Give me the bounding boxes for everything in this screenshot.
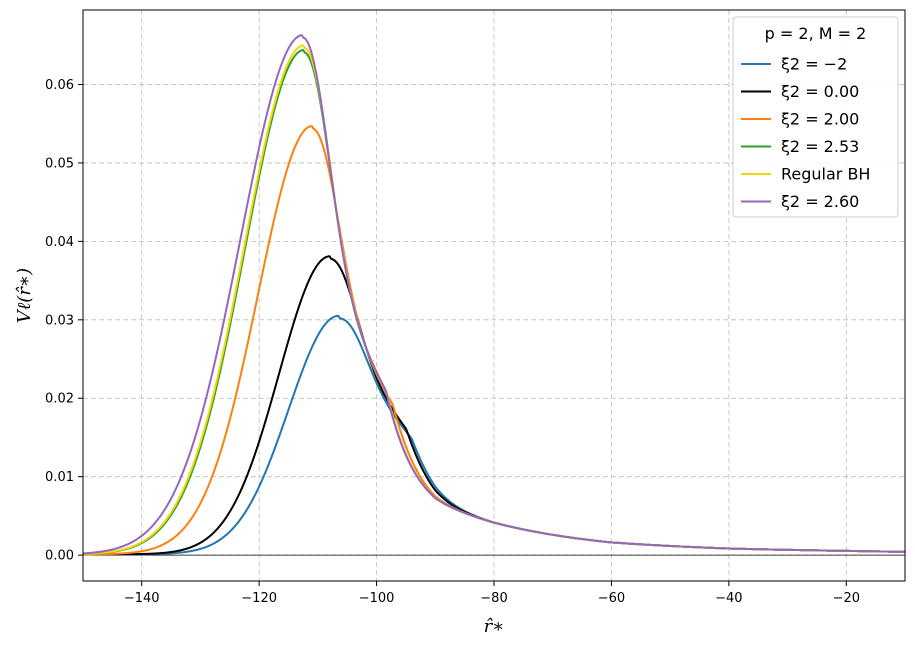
legend-box [732,16,899,218]
legend-entry-label: ξ2 = −2 [781,55,847,74]
y-axis-label: Vℓ(r̂∗) [14,268,35,323]
series-group [82,34,906,556]
legend-entry-label: ξ2 = 2.53 [781,137,859,156]
legend-entry-label: Regular BH [781,165,870,184]
series-line-5 [82,34,906,555]
y-tick-label: 0.01 [45,470,74,485]
legend-title: p = 2, M = 2 [765,24,867,43]
x-tick-label: −120 [241,591,277,606]
legend-items: ξ2 = −2 ξ2 = 0.00 ξ2 = 2.00 ξ2 = 2.53 Regula… [741,55,870,211]
y-tick-label: 0.00 [45,549,74,564]
y-ticks: 0.00 0.01 0.02 0.03 0.04 0.05 0.06 [45,78,83,564]
y-tick-label: 0.04 [45,235,74,250]
y-tick-label: 0.06 [45,78,74,93]
x-tick-label: −20 [833,591,860,606]
legend-entry-label: ξ2 = 2.60 [781,192,859,211]
x-tick-label: −60 [598,591,625,606]
y-tick-label: 0.03 [45,313,74,328]
x-axis-label: r̂∗ [484,616,505,637]
x-tick-label: −40 [715,591,742,606]
y-tick-label: 0.02 [45,392,74,407]
x-tick-label: −80 [480,591,507,606]
x-tick-label: −140 [124,591,160,606]
legend-entry-label: ξ2 = 0.00 [781,82,859,101]
legend-entry-label: ξ2 = 2.00 [781,110,859,129]
y-tick-label: 0.05 [45,156,74,171]
x-ticks: −140 −120 −100 −80 −60 −40 −20 [124,581,860,606]
x-tick-label: −100 [359,591,395,606]
